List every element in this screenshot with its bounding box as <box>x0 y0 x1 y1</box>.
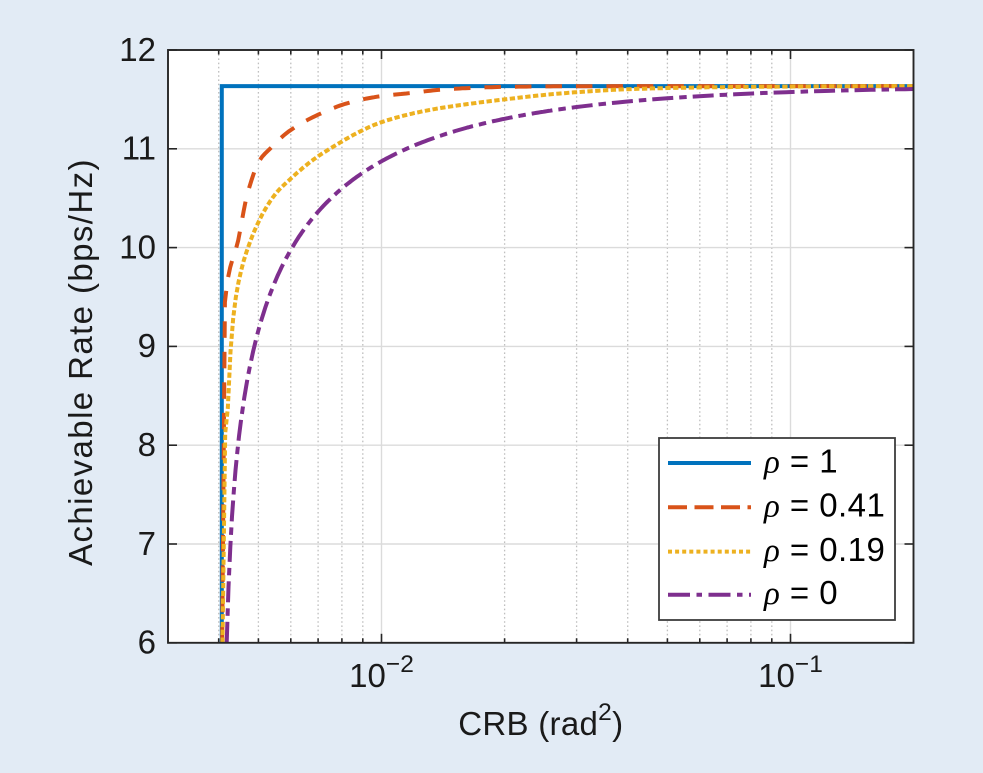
svg-text:CRB (rad2): CRB (rad2) <box>458 699 623 742</box>
svg-text:11: 11 <box>122 130 156 167</box>
svg-text:ρ = 0: ρ = 0 <box>763 574 838 612</box>
svg-text:6: 6 <box>138 624 156 661</box>
svg-text:Achievable Rate (bps/Hz): Achievable Rate (bps/Hz) <box>62 158 99 566</box>
svg-text:ρ = 0.19: ρ = 0.19 <box>763 531 885 569</box>
svg-text:8: 8 <box>138 426 156 463</box>
svg-text:ρ = 0.41: ρ = 0.41 <box>763 487 885 525</box>
svg-text:9: 9 <box>138 327 156 364</box>
svg-text:7: 7 <box>138 525 156 562</box>
svg-text:10: 10 <box>119 228 156 265</box>
svg-text:ρ = 1: ρ = 1 <box>763 442 838 480</box>
svg-text:12: 12 <box>119 31 156 68</box>
